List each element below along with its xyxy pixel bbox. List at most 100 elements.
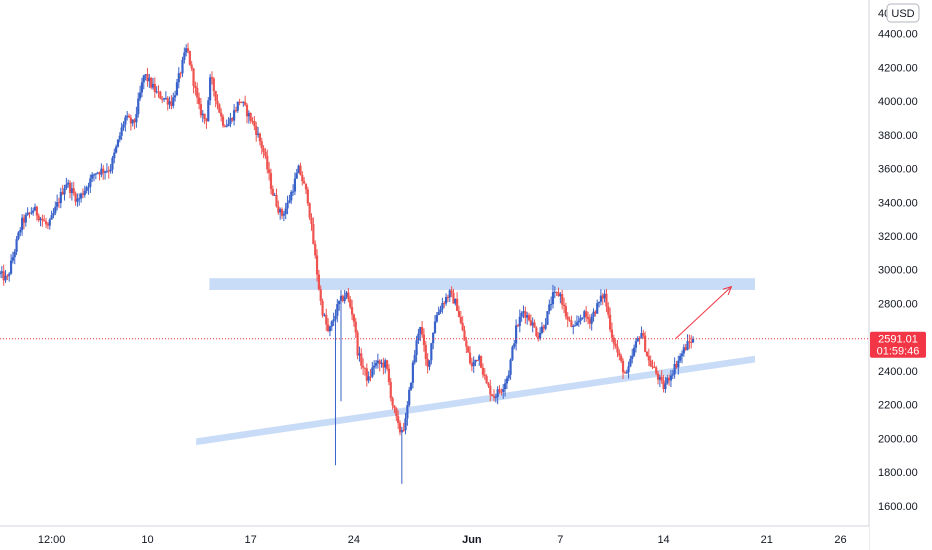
candle <box>367 371 370 384</box>
candle-body <box>435 315 438 322</box>
candle <box>605 288 608 313</box>
candle <box>387 364 391 386</box>
last-price-value: 2591.01 <box>878 334 918 346</box>
candle <box>231 117 234 123</box>
candle <box>94 173 97 180</box>
candle <box>474 359 477 367</box>
candle <box>597 301 601 308</box>
candle-body <box>601 295 604 299</box>
candle <box>153 77 156 98</box>
candle <box>487 381 490 389</box>
candle-body <box>673 363 676 375</box>
projection-arrow-head[interactable] <box>722 285 733 296</box>
candle <box>660 370 663 384</box>
candle-body <box>291 191 295 193</box>
y-tick-label: 4200.00 <box>878 62 918 74</box>
candle-body <box>166 98 169 105</box>
candle-body <box>397 416 400 423</box>
candle <box>518 309 521 333</box>
candle <box>502 384 505 399</box>
y-tick-label: 3400.00 <box>878 197 918 209</box>
candle <box>264 148 267 159</box>
candle <box>87 182 90 195</box>
candle-body <box>229 118 232 125</box>
y-tick-label: 1800.00 <box>878 467 918 479</box>
candle <box>588 314 591 329</box>
currency-button[interactable]: USD <box>886 3 920 23</box>
candle-body <box>140 82 144 93</box>
candle-body <box>623 372 626 374</box>
candle <box>232 104 236 126</box>
candle-body <box>247 113 250 117</box>
support-trendline-channel[interactable] <box>196 355 755 446</box>
y-tick-label: 2800.00 <box>878 298 918 310</box>
resistance-zone[interactable] <box>209 278 755 290</box>
candle <box>562 297 566 314</box>
candle-body <box>393 405 396 408</box>
candle <box>336 299 339 323</box>
candle <box>516 323 520 328</box>
candle <box>433 315 437 334</box>
candle <box>258 132 261 146</box>
candle <box>413 350 416 365</box>
candle-body <box>522 311 525 313</box>
candle-body <box>338 300 341 305</box>
candle-body <box>46 224 50 226</box>
candle <box>640 326 643 339</box>
candle <box>91 172 94 183</box>
candle-body <box>321 300 324 316</box>
candle-body <box>384 360 387 368</box>
candle-body <box>312 224 315 244</box>
candle <box>334 309 337 466</box>
candle-body <box>607 306 610 315</box>
candle-body <box>605 293 608 307</box>
candle <box>299 162 302 176</box>
candle-body <box>98 172 101 175</box>
candle-body <box>11 257 15 261</box>
candle <box>448 289 451 303</box>
candle <box>238 98 241 106</box>
candle <box>255 121 258 142</box>
candle-body <box>170 101 173 106</box>
candle <box>157 85 160 98</box>
x-axis-ticks: 12:00 10 17 24 Jun 7 14 21 26 <box>38 534 847 546</box>
candle <box>192 67 195 94</box>
candle-body <box>616 346 619 353</box>
candle <box>647 348 650 367</box>
candle <box>63 184 66 201</box>
projection-arrow-line[interactable] <box>675 286 732 340</box>
candle-body <box>43 220 46 222</box>
time-axis-area[interactable] <box>0 526 869 550</box>
candle-body <box>299 165 302 175</box>
candle-body <box>642 333 645 336</box>
candle-body <box>151 83 155 88</box>
candle-body <box>212 78 215 91</box>
candle <box>498 385 501 394</box>
candle-body <box>505 378 508 384</box>
candle-body <box>157 91 160 93</box>
candle <box>526 311 529 325</box>
candle <box>32 207 35 216</box>
candle-body <box>203 113 206 120</box>
candle-body <box>56 202 59 207</box>
candle-body <box>373 365 376 368</box>
candle <box>459 311 462 325</box>
candle-body <box>690 341 693 343</box>
candle-body <box>57 202 61 204</box>
candle-body <box>308 203 311 218</box>
candle <box>146 67 149 87</box>
candle <box>0 266 3 279</box>
candle <box>507 370 510 382</box>
candle-body <box>131 119 134 124</box>
x-tick-label: 10 <box>141 534 153 546</box>
candle <box>384 358 387 374</box>
price-axis-area[interactable] <box>869 0 932 550</box>
candle-body <box>441 302 444 310</box>
candle <box>315 249 319 282</box>
candle <box>439 305 442 314</box>
y-tick-label: 2200.00 <box>878 400 918 412</box>
candle <box>675 360 678 369</box>
candle <box>389 377 392 402</box>
candle <box>293 172 297 195</box>
